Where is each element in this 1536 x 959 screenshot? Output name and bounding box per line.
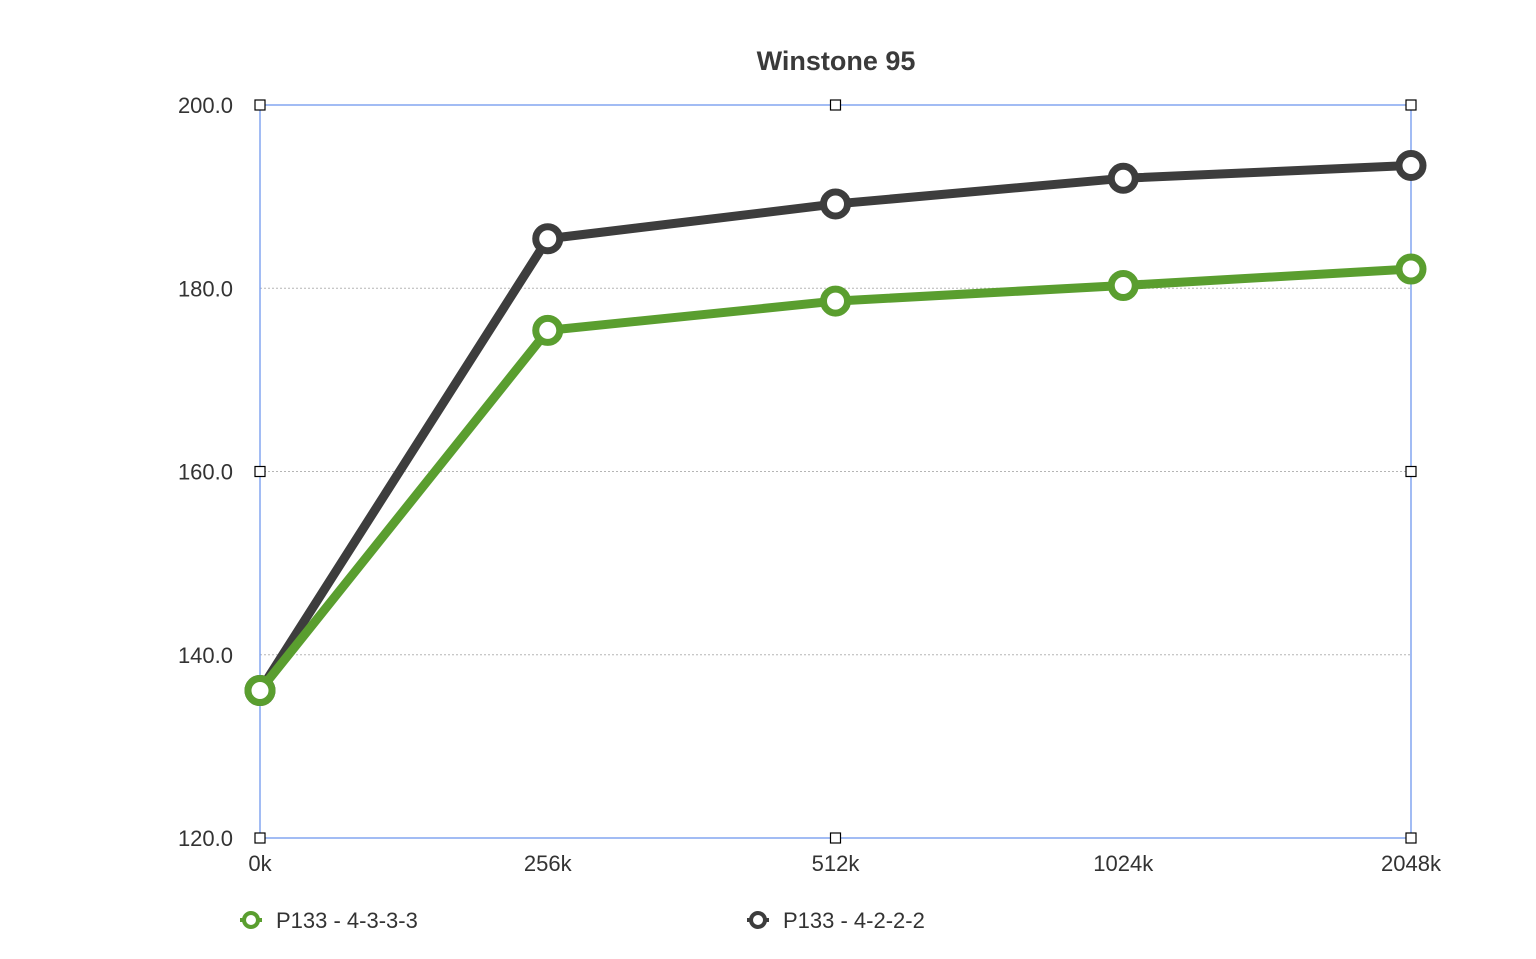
data-point-marker [820, 188, 851, 220]
data-point-marker [1107, 270, 1139, 302]
y-tick-label: 200.0 [178, 93, 233, 118]
x-tick-label: 2048k [1381, 851, 1442, 876]
resize-handle-middle-right[interactable] [1405, 465, 1417, 478]
series-2 [244, 149, 1427, 706]
y-tick-label: 140.0 [178, 643, 233, 668]
resize-handle-bottom-right[interactable] [1405, 832, 1417, 844]
legend-marker [242, 911, 260, 929]
series-layer [244, 149, 1427, 706]
data-point-marker [532, 314, 564, 346]
series-line [255, 264, 1416, 695]
x-tick-label: 1024k [1093, 851, 1154, 876]
y-tick-label: 180.0 [178, 276, 233, 301]
data-point-marker [1395, 253, 1427, 285]
resize-handle-bottom-left[interactable] [254, 832, 266, 844]
data-point-marker [1107, 162, 1139, 194]
legend-label: P133 - 4-3-3-3 [276, 908, 418, 933]
series-line [255, 160, 1416, 695]
x-tick-label: 512k [812, 851, 861, 876]
legend-item-1: P133 - 4-3-3-3 [240, 908, 418, 933]
legend-item-2: P133 - 4-2-2-2 [747, 908, 925, 933]
chart-title: Winstone 95 [757, 46, 916, 76]
data-point-marker [244, 674, 276, 706]
plot-selection-frame[interactable] [254, 99, 1417, 844]
data-point-marker [1395, 149, 1427, 181]
data-point-marker [820, 285, 851, 317]
legend: P133 - 4-3-3-3 P133 - 4-2-2-2 [240, 908, 925, 933]
y-tick-label: 160.0 [178, 460, 233, 485]
resize-handle-top-left[interactable] [254, 99, 266, 111]
resize-handle-top-center[interactable] [829, 99, 842, 111]
legend-marker [749, 911, 767, 929]
resize-handle-top-right[interactable] [1405, 99, 1417, 111]
y-tick-label: 120.0 [178, 826, 233, 851]
resize-handle-bottom-center[interactable] [829, 832, 842, 844]
resize-handle-middle-left[interactable] [254, 465, 266, 478]
legend-label: P133 - 4-2-2-2 [783, 908, 925, 933]
data-point-marker [532, 223, 564, 255]
series-1 [244, 253, 1427, 706]
x-tick-label: 0k [248, 851, 272, 876]
y-axis: 120.0 140.0 160.0 180.0 200.0 [178, 93, 233, 851]
x-tick-label: 256k [524, 851, 573, 876]
x-axis: 0k 256k 512k 1024k 2048k [248, 851, 1442, 876]
